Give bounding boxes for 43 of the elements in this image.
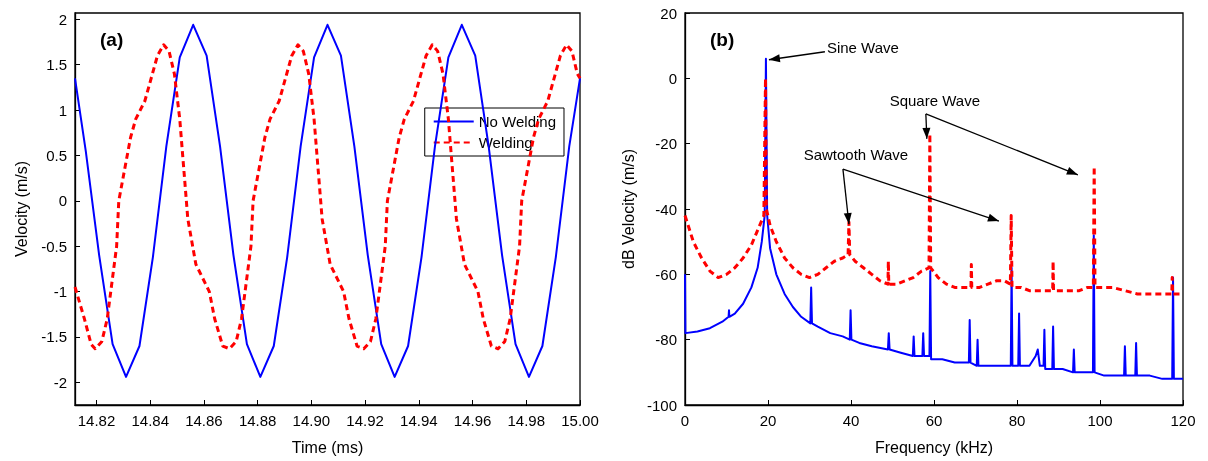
y-tick-label: -100 [646, 396, 677, 414]
y-tick-label: -60 [655, 265, 677, 283]
x-tick-label: 80 [1008, 412, 1026, 429]
y-tick-label: -1.5 [41, 328, 67, 346]
y-tick-label: 0 [58, 192, 67, 210]
x-axis-title: Time (ms) [291, 438, 364, 456]
x-tick-label: 120 [1170, 412, 1196, 429]
y-tick-label: 1 [58, 101, 67, 119]
y-tick-label: -0.5 [41, 237, 67, 255]
y-axis-title: Velocity (m/s) [12, 160, 30, 258]
y-axis-title: dB Velocity (m/s) [619, 148, 637, 270]
x-tick-label: 14.90 [292, 412, 331, 429]
x-tick-label: 20 [759, 412, 777, 429]
x-tick-label: 100 [1087, 412, 1113, 429]
x-tick-label: 40 [842, 412, 860, 429]
y-tick-label: 0.5 [46, 146, 67, 164]
x-tick-label: 0 [680, 412, 690, 429]
x-tick-label: 14.88 [238, 412, 277, 429]
y-tick-label: 20 [660, 4, 677, 22]
y-tick-label: -2 [53, 373, 67, 391]
x-tick-label: 14.84 [131, 412, 169, 429]
x-tick-label: 14.94 [400, 412, 438, 429]
x-tick-label: 14.92 [346, 412, 384, 429]
y-tick-label: 1.5 [46, 56, 67, 74]
y-tick-label: -80 [655, 331, 677, 349]
x-tick-label: 60 [925, 412, 943, 429]
y-tick-label: -40 [655, 200, 677, 218]
x-tick-label: 14.82 [77, 412, 116, 429]
annotation: Sine Wave [826, 39, 899, 57]
y-tick-label: -1 [53, 283, 67, 301]
text: (b) [710, 29, 735, 50]
x-tick-label: 14.96 [453, 412, 492, 429]
x-tick-label: 15.00 [561, 412, 599, 429]
y-tick-label: -20 [655, 135, 677, 153]
line-series [684, 57, 1184, 380]
y-tick-label: 2 [58, 10, 67, 28]
x-tick-label: 14.98 [507, 412, 546, 429]
x-tick-label: 14.86 [185, 412, 223, 429]
annotation: Square Wave [889, 92, 981, 110]
text: (a) [100, 29, 124, 50]
y-tick-label: 0 [668, 69, 677, 87]
annotation: Sawtooth Wave [803, 145, 909, 163]
x-axis-title: Frequency (kHz) [874, 438, 994, 456]
